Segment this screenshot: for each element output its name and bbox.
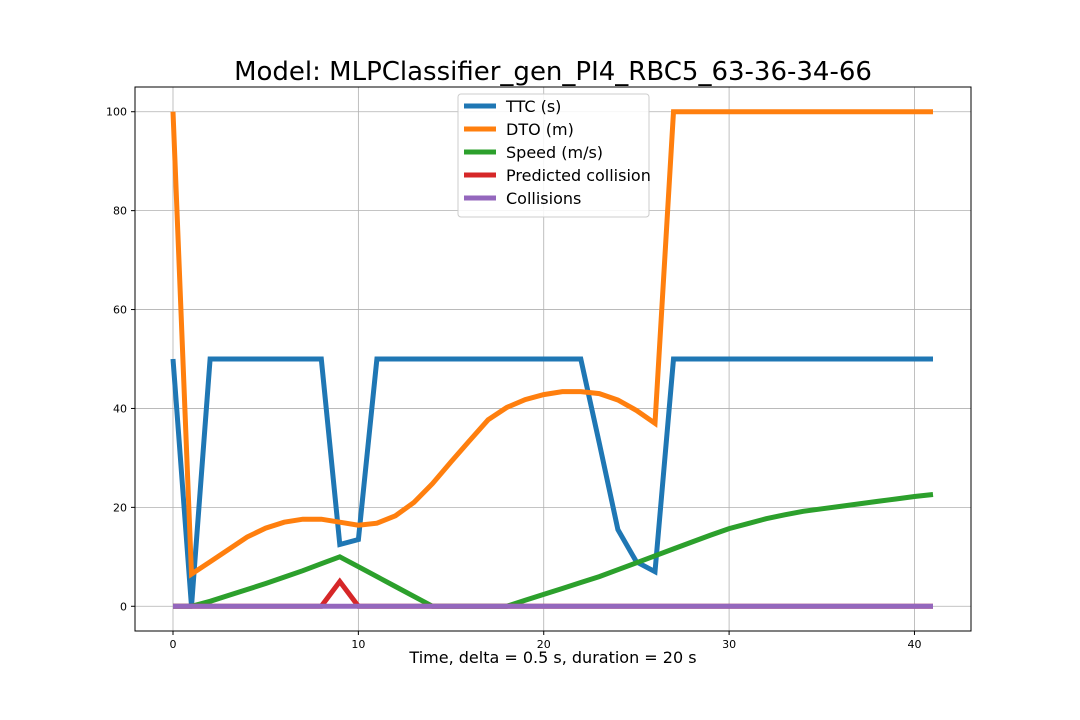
x-tick-label: 20 bbox=[537, 638, 551, 651]
y-tick-label: 80 bbox=[113, 205, 127, 218]
y-tick-label: 40 bbox=[113, 402, 127, 415]
legend-label: Speed (m/s) bbox=[506, 143, 603, 162]
x-tick-label: 10 bbox=[351, 638, 365, 651]
series-line-ttc-s bbox=[170, 356, 933, 607]
y-tick-label: 0 bbox=[120, 600, 127, 613]
series-line-dto-m bbox=[170, 109, 933, 579]
x-axis-label: Time, delta = 0.5 s, duration = 20 s bbox=[408, 648, 696, 667]
x-tick-label: 0 bbox=[170, 638, 177, 651]
legend-label: Predicted collision bbox=[506, 166, 651, 185]
legend-label: Collisions bbox=[506, 189, 581, 208]
y-tick-label: 100 bbox=[106, 106, 127, 119]
legend: TTC (s) DTO (m) Speed (m/s) Predicted colli… bbox=[457, 93, 651, 218]
legend-label: DTO (m) bbox=[506, 120, 574, 139]
x-tick-label: 30 bbox=[722, 638, 736, 651]
axis-ticks: 0 10 20 30 40 0 20 40 60 80 100 bbox=[106, 106, 921, 651]
plot-frame bbox=[134, 86, 972, 632]
chart-title: Model: MLPClassifier_gen_PI4_RBC5_63-36-… bbox=[234, 57, 872, 87]
series-line-speed-m-s bbox=[173, 492, 934, 609]
legend-box bbox=[457, 93, 650, 218]
legend-label: TTC (s) bbox=[505, 97, 561, 116]
series-layer bbox=[170, 109, 934, 609]
x-tick-label: 40 bbox=[907, 638, 921, 651]
y-tick-label: 20 bbox=[113, 501, 127, 514]
y-tick-label: 60 bbox=[113, 304, 127, 317]
